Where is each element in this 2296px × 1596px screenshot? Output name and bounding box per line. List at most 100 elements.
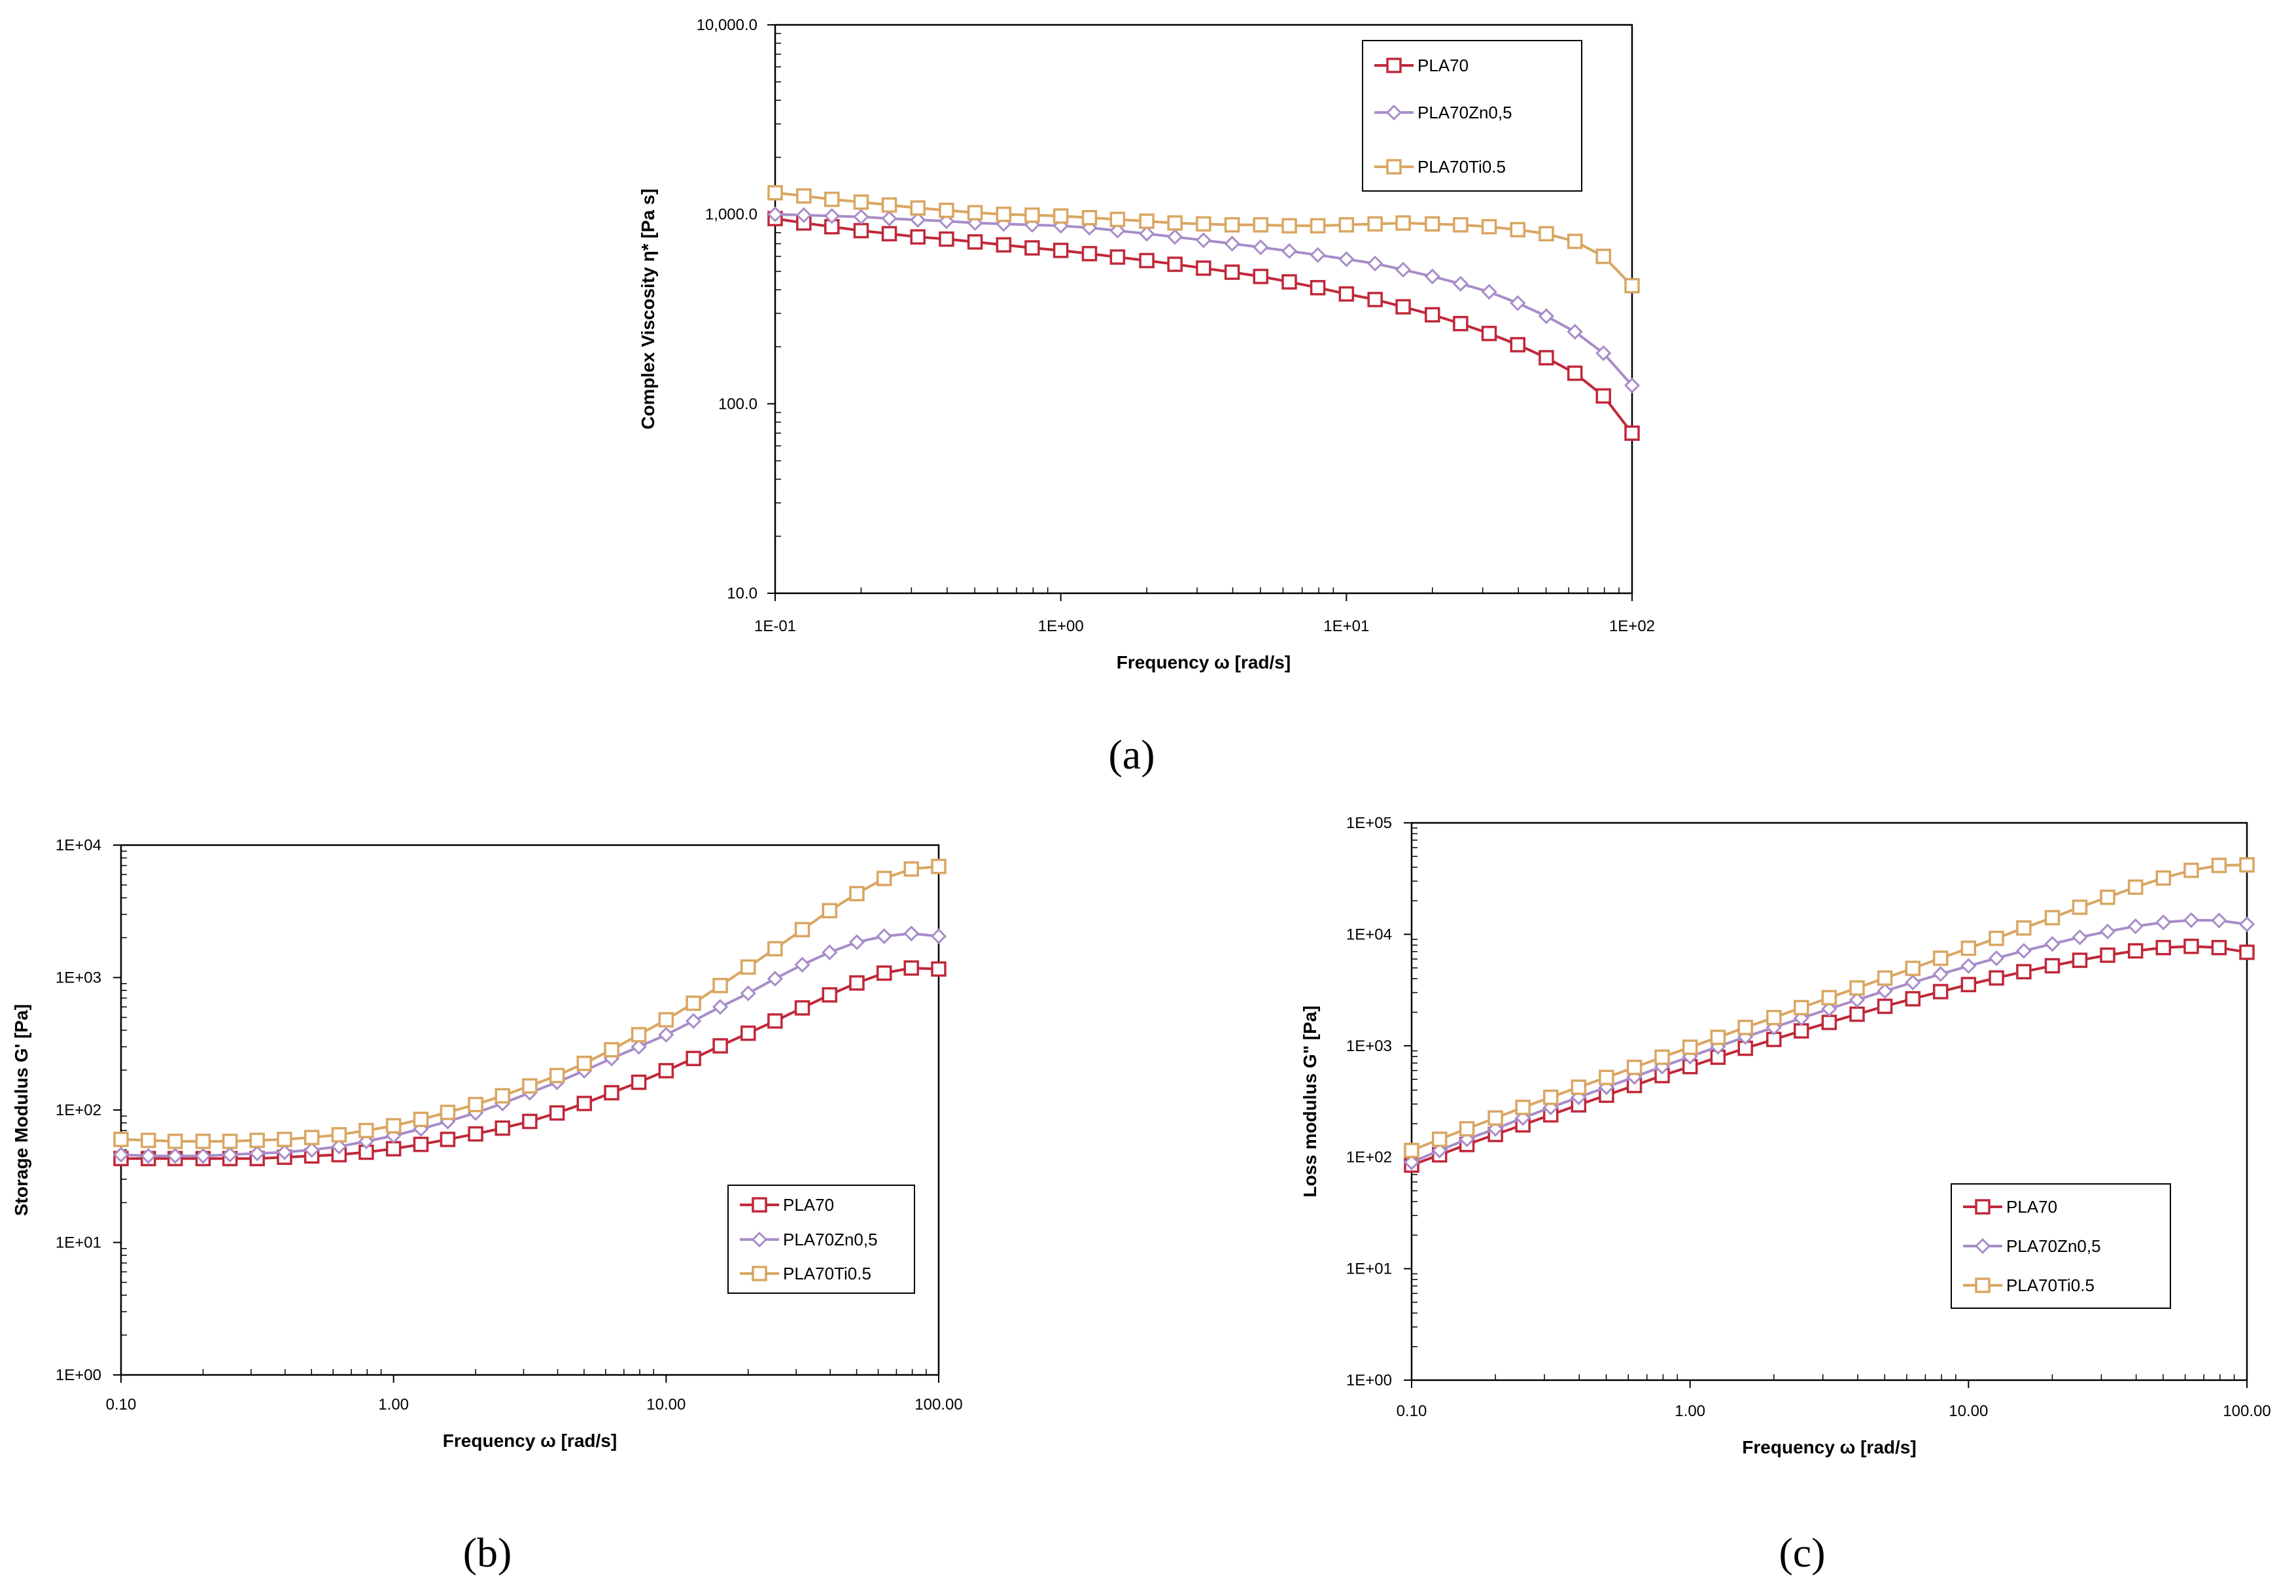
data-point bbox=[277, 1132, 292, 1147]
data-point bbox=[331, 1138, 347, 1154]
data-point bbox=[549, 1067, 565, 1084]
data-point bbox=[1224, 217, 1240, 233]
data-point bbox=[903, 960, 920, 976]
x-tick-label: 10.00 bbox=[1949, 1402, 1988, 1420]
y-tick-label: 100.0 bbox=[718, 395, 757, 413]
data-point bbox=[631, 1074, 647, 1090]
data-point bbox=[824, 191, 840, 207]
x-tick-label: 1.00 bbox=[378, 1396, 409, 1414]
legend: PLA70 PLA70Zn0,5 PLA70Ti0.5 bbox=[1951, 1183, 2171, 1309]
data-point bbox=[1905, 974, 1921, 991]
data-point bbox=[167, 1134, 183, 1149]
data-point bbox=[1595, 249, 1612, 264]
data-point bbox=[576, 1096, 593, 1111]
data-point bbox=[1281, 243, 1298, 259]
data-point bbox=[2127, 943, 2144, 959]
data-point bbox=[824, 208, 840, 224]
y-tick-label: 1E+03 bbox=[56, 969, 101, 987]
data-point bbox=[1599, 1069, 1614, 1085]
data-point bbox=[2016, 963, 2032, 980]
data-point bbox=[1109, 211, 1126, 228]
data-point bbox=[1367, 216, 1383, 232]
data-point bbox=[1139, 213, 1155, 229]
x-tick-label: 10.00 bbox=[646, 1396, 686, 1414]
data-point bbox=[996, 237, 1012, 253]
data-point bbox=[2072, 899, 2088, 915]
plot-area-frame bbox=[120, 844, 940, 1376]
data-point bbox=[1539, 350, 1554, 366]
data-point bbox=[2238, 916, 2255, 933]
data-point bbox=[712, 1038, 728, 1054]
data-point bbox=[1052, 208, 1069, 224]
data-point bbox=[1737, 1020, 1753, 1035]
data-point bbox=[996, 206, 1012, 222]
chart-b: 0.10 1.00 10.00 100.00 1E+00 1E+01 1E+02 1E+03 1… bbox=[11, 837, 963, 1576]
data-point bbox=[1253, 239, 1269, 256]
data-point bbox=[304, 1130, 320, 1145]
data-point bbox=[1794, 999, 1809, 1016]
data-point bbox=[1367, 255, 1383, 271]
legend-label: PLA70Zn0,5 bbox=[2006, 1236, 2101, 1256]
legend: PLA70 PLA70Zn0,5 PLA70Ti0.5 bbox=[1362, 40, 1582, 192]
data-point bbox=[1253, 217, 1269, 233]
data-point bbox=[113, 1147, 130, 1163]
y-tick-label: 1E+03 bbox=[1346, 1037, 1392, 1055]
data-point bbox=[1481, 284, 1497, 300]
data-point bbox=[1195, 232, 1211, 249]
data-point bbox=[1539, 226, 1554, 242]
data-point bbox=[1849, 980, 1865, 996]
data-point bbox=[2015, 943, 2032, 959]
data-point bbox=[1167, 229, 1183, 245]
data-point bbox=[930, 928, 947, 945]
data-point bbox=[2127, 918, 2144, 935]
data-point bbox=[910, 229, 926, 245]
x-tick-label: 1E+02 bbox=[1609, 617, 1655, 635]
data-point bbox=[604, 1084, 619, 1101]
data-point bbox=[331, 1127, 347, 1143]
data-point bbox=[468, 1126, 483, 1142]
data-point bbox=[495, 1120, 510, 1136]
data-point bbox=[1404, 1143, 1419, 1158]
x-tick-label: 1E+00 bbox=[1038, 617, 1084, 635]
data-point bbox=[1338, 217, 1355, 233]
data-point bbox=[1515, 1100, 1531, 1115]
data-point bbox=[1905, 991, 1921, 1007]
data-point bbox=[1109, 249, 1126, 265]
data-point bbox=[1571, 1079, 1587, 1095]
legend-label: PLA70 bbox=[2006, 1197, 2057, 1217]
data-point bbox=[1338, 251, 1355, 268]
data-point bbox=[2211, 912, 2227, 929]
data-point bbox=[1281, 218, 1297, 234]
data-point bbox=[2072, 952, 2088, 968]
data-point bbox=[1196, 260, 1211, 276]
data-point bbox=[2211, 939, 2227, 956]
data-point bbox=[876, 871, 892, 886]
data-point bbox=[222, 1134, 238, 1149]
data-point bbox=[468, 1096, 483, 1113]
data-point bbox=[1542, 1089, 1559, 1105]
data-point bbox=[1932, 984, 1949, 999]
data-point bbox=[1624, 278, 1640, 294]
y-axis-label: Storage Modulus G' [Pa] bbox=[11, 1004, 31, 1216]
data-point bbox=[604, 1042, 619, 1058]
plot-area-frame bbox=[1410, 822, 2248, 1381]
legend-marker bbox=[1975, 1199, 1991, 1215]
data-point bbox=[522, 1078, 538, 1094]
data-point bbox=[931, 961, 947, 977]
data-point bbox=[1567, 365, 1583, 381]
data-point bbox=[853, 222, 869, 239]
data-point bbox=[1510, 295, 1526, 311]
data-point bbox=[1849, 1006, 1865, 1022]
data-point bbox=[939, 202, 954, 218]
data-point bbox=[195, 1134, 211, 1149]
legend-marker bbox=[1974, 1238, 1991, 1255]
data-point bbox=[1453, 217, 1469, 233]
series-line bbox=[774, 217, 1633, 434]
chart-c: 0.10 1.00 10.00 100.00 1E+00 1E+01 1E+02 1E+03 1… bbox=[1300, 814, 2271, 1576]
data-point bbox=[1849, 992, 1866, 1008]
data-point bbox=[1024, 207, 1040, 223]
y-tick-label: 10.0 bbox=[727, 585, 757, 602]
data-point bbox=[1224, 264, 1240, 280]
data-point bbox=[903, 861, 920, 877]
x-tick-label: 100.00 bbox=[914, 1396, 962, 1414]
